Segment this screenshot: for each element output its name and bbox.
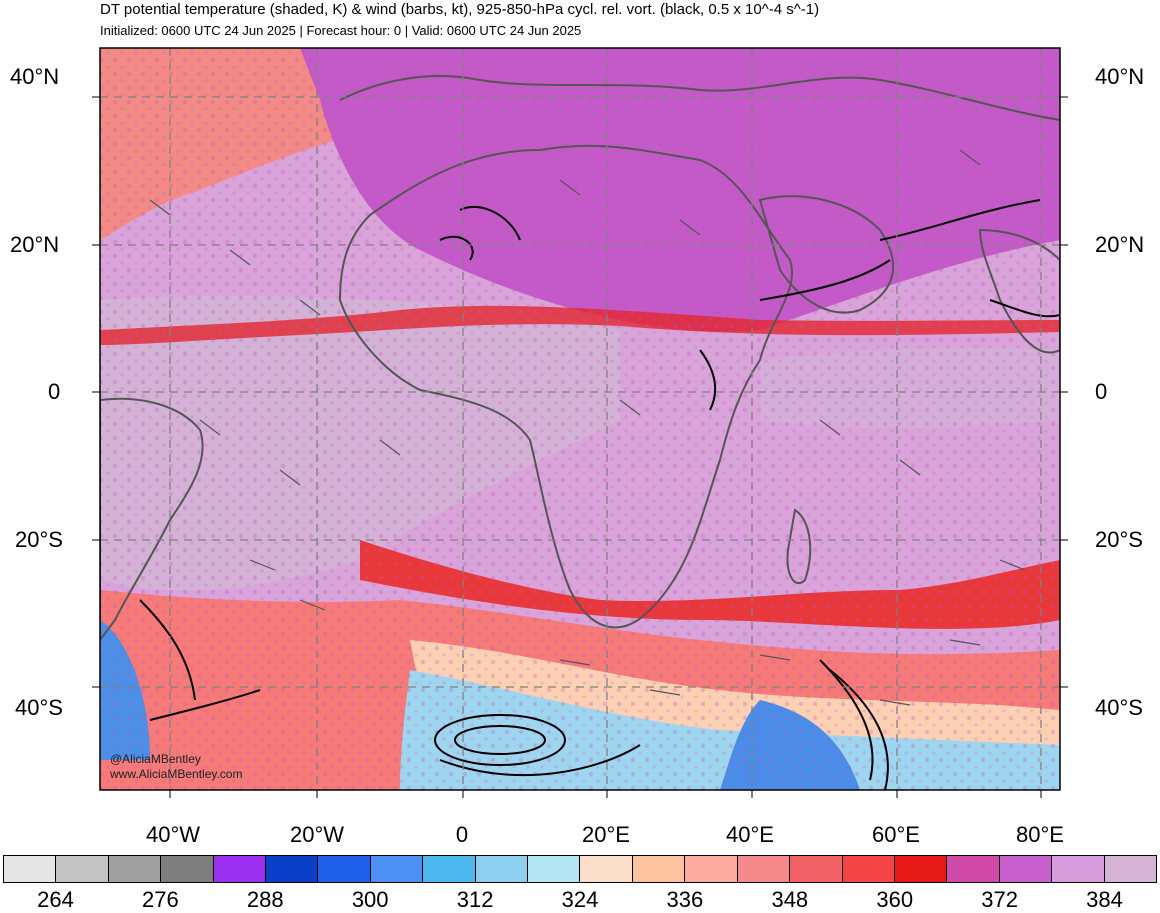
colorbar-label: 336	[666, 887, 704, 912]
lon-label: 80°E	[1016, 822, 1064, 847]
chart-title: DT potential temperature (shaded, K) & w…	[100, 1, 820, 18]
lon-label: 20°E	[582, 822, 630, 847]
colorbar-label: 300	[351, 887, 389, 912]
colorbar-label: 276	[142, 887, 179, 912]
arabia-outline	[758, 195, 894, 314]
map-field	[100, 48, 1060, 790]
colorbar-label: 348	[771, 887, 809, 912]
colorbar-swatch	[475, 856, 529, 882]
lat-label-right: 40°N	[1095, 64, 1145, 89]
axis-ticks	[92, 96, 1068, 798]
lat-label-right: 20°N	[1095, 232, 1145, 257]
colorbar-swatch	[842, 856, 895, 882]
colorbar-swatch	[999, 856, 1053, 882]
colorbar-label: 288	[246, 887, 284, 912]
colorbar-swatch	[56, 856, 109, 882]
colorbar-swatch	[737, 856, 791, 882]
colorbar-swatch	[161, 856, 214, 882]
colorbar-swatch	[370, 856, 424, 882]
lon-label: 60°E	[872, 822, 920, 847]
colorbar-label: 264	[37, 887, 74, 912]
vorticity-contours	[139, 199, 1060, 790]
india-outline	[978, 228, 1060, 354]
colorbar-label: 312	[456, 887, 494, 912]
south-america-outline	[100, 397, 204, 642]
lat-label-left: 0	[48, 379, 61, 404]
colorbar-swatch	[790, 856, 843, 882]
colorbar-swatch	[213, 856, 267, 882]
lat-label-right: 0	[1095, 379, 1108, 404]
lat-label-left: 20°S	[15, 527, 63, 552]
colorbar	[3, 855, 1157, 883]
colorbar-label: 372	[981, 887, 1018, 912]
colorbar-swatch	[632, 856, 686, 882]
lon-label: 40°E	[726, 822, 774, 847]
colorbar-swatch	[580, 856, 633, 882]
colorbar-swatch	[1052, 856, 1105, 882]
lon-label: 40°W	[145, 822, 201, 847]
lat-label-left: 20°N	[10, 232, 60, 257]
madagascar-outline	[786, 508, 812, 585]
africa-outline	[338, 144, 793, 629]
lat-label-right: 20°S	[1095, 527, 1143, 552]
colorbar-swatch	[108, 856, 162, 882]
colorbar-label: 360	[876, 887, 914, 912]
colorbar-swatch	[947, 856, 1000, 882]
credit-website: www.AliciaMBentley.com	[110, 767, 243, 781]
field-texture	[100, 48, 1060, 790]
colorbar-swatch	[1104, 856, 1156, 882]
europe-outline	[339, 75, 1060, 121]
lat-label-right: 40°S	[1095, 695, 1143, 720]
wind-barbs	[149, 149, 1026, 706]
map-frame	[99, 47, 1061, 791]
colorbar-swatch	[266, 856, 319, 882]
colorbar-label: 324	[561, 887, 599, 912]
colorbar-swatch	[423, 856, 476, 882]
colorbar-swatch	[685, 856, 738, 882]
lon-label: 0	[455, 822, 469, 847]
chart-subtitle: Initialized: 0600 UTC 24 Jun 2025 | Fore…	[100, 23, 582, 38]
lat-label-left: 40°N	[10, 64, 60, 89]
colorbar-swatch	[4, 856, 57, 882]
colorbar-swatch	[528, 856, 581, 882]
grid-lines	[100, 48, 1060, 790]
credit-handle: @AliciaMBentley	[110, 752, 201, 766]
colorbar-swatch	[318, 856, 371, 882]
lat-label-left: 40°S	[15, 695, 63, 720]
lon-label: 20°W	[289, 822, 345, 847]
colorbar-label: 384	[1086, 887, 1123, 912]
colorbar-swatch	[894, 856, 948, 882]
